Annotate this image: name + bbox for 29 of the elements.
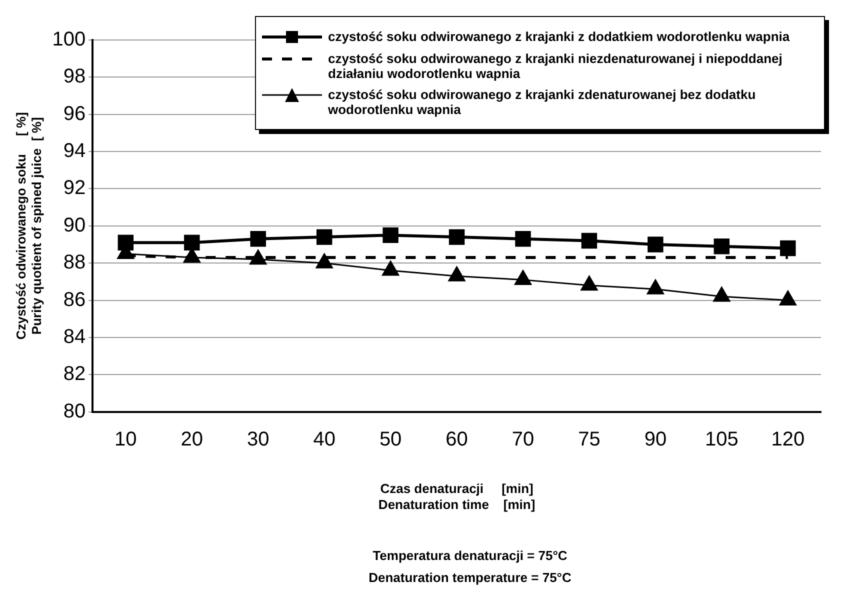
x-tick-label: 40 bbox=[313, 428, 336, 450]
x-tick-label: 120 bbox=[771, 428, 805, 450]
x-axis-title: Czas denaturacji [min] Denaturation time [min] bbox=[378, 481, 536, 512]
text: Temperatura denaturacji = 75°C bbox=[372, 548, 568, 563]
y-tick-label: 80 bbox=[63, 400, 86, 422]
y-axis-title: Czystość odwirowanego soku [ %] Purity quotient of spined juice [ %] bbox=[13, 112, 44, 340]
x-tick-label: 30 bbox=[246, 428, 270, 450]
y-tick-label: 100 bbox=[52, 28, 86, 51]
x-tick-label: 50 bbox=[379, 428, 402, 450]
x-tick-label: 90 bbox=[644, 428, 667, 450]
x-tick-label: 10 bbox=[114, 428, 137, 450]
x-tick-label: 105 bbox=[704, 428, 738, 450]
y-tick-label: 82 bbox=[63, 363, 86, 386]
legend-label: czystość soku odwirowanego z krajanki zdenaturowanej bez dodatku wodorotlenku wapnia bbox=[328, 87, 757, 117]
text: Denaturation temperature = 75°C bbox=[368, 570, 572, 585]
y-tick-label: 96 bbox=[63, 102, 86, 125]
y-tick-label: 86 bbox=[63, 288, 86, 311]
y-tick-label: 84 bbox=[63, 326, 86, 348]
x-tick-label: 60 bbox=[446, 428, 468, 450]
legend-label: czystość soku odwirowanego z krajanki niezdenaturowanej i niepoddanej działaniu wodorotlenku wapnia bbox=[328, 51, 784, 81]
y-tick-label: 88 bbox=[63, 252, 86, 274]
x-tick-label: 70 bbox=[512, 428, 534, 450]
y-tick-label: 90 bbox=[63, 214, 86, 236]
y-tick-label: 94 bbox=[63, 140, 86, 162]
y-tick-label: 98 bbox=[63, 66, 86, 88]
y-tick-label: 92 bbox=[63, 177, 86, 200]
x-tick-label: 75 bbox=[578, 428, 600, 450]
legend-label: czystość soku odwirowanego z krajanki z dodatkiem wodorotlenku wapnia bbox=[328, 29, 790, 44]
x-tick-label: 20 bbox=[180, 428, 204, 450]
